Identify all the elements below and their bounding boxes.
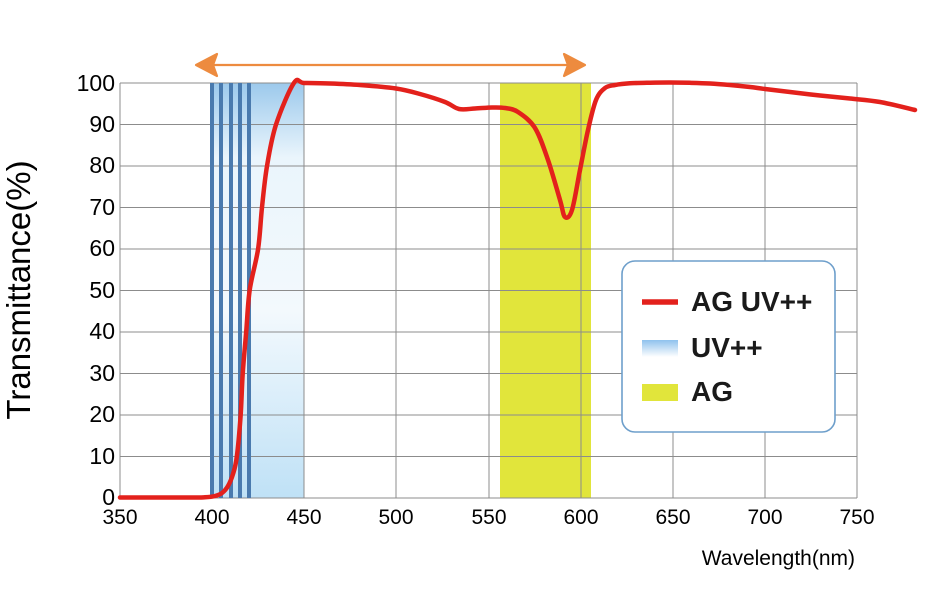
svg-text:550: 550 — [471, 506, 506, 529]
svg-text:90: 90 — [89, 111, 115, 137]
svg-text:Wavelength(nm): Wavelength(nm) — [702, 547, 855, 570]
svg-text:70: 70 — [89, 194, 115, 220]
svg-text:20: 20 — [89, 401, 115, 427]
svg-text:450: 450 — [286, 506, 321, 529]
svg-text:40: 40 — [89, 318, 115, 344]
svg-text:500: 500 — [378, 506, 413, 529]
svg-text:350: 350 — [102, 506, 137, 529]
svg-text:100: 100 — [77, 70, 115, 96]
svg-text:80: 80 — [89, 152, 115, 178]
svg-text:750: 750 — [839, 506, 874, 529]
svg-text:650: 650 — [655, 506, 690, 529]
svg-text:Transmittance(%): Transmittance(%) — [0, 160, 37, 419]
svg-text:60: 60 — [89, 235, 115, 261]
svg-text:UV++: UV++ — [691, 332, 763, 363]
svg-text:30: 30 — [89, 360, 115, 386]
svg-text:700: 700 — [747, 506, 782, 529]
svg-text:600: 600 — [563, 506, 598, 529]
svg-text:AG: AG — [691, 376, 733, 407]
svg-text:AG UV++: AG UV++ — [691, 286, 812, 317]
svg-text:400: 400 — [194, 506, 229, 529]
svg-text:50: 50 — [89, 277, 115, 303]
svg-text:10: 10 — [89, 443, 115, 469]
